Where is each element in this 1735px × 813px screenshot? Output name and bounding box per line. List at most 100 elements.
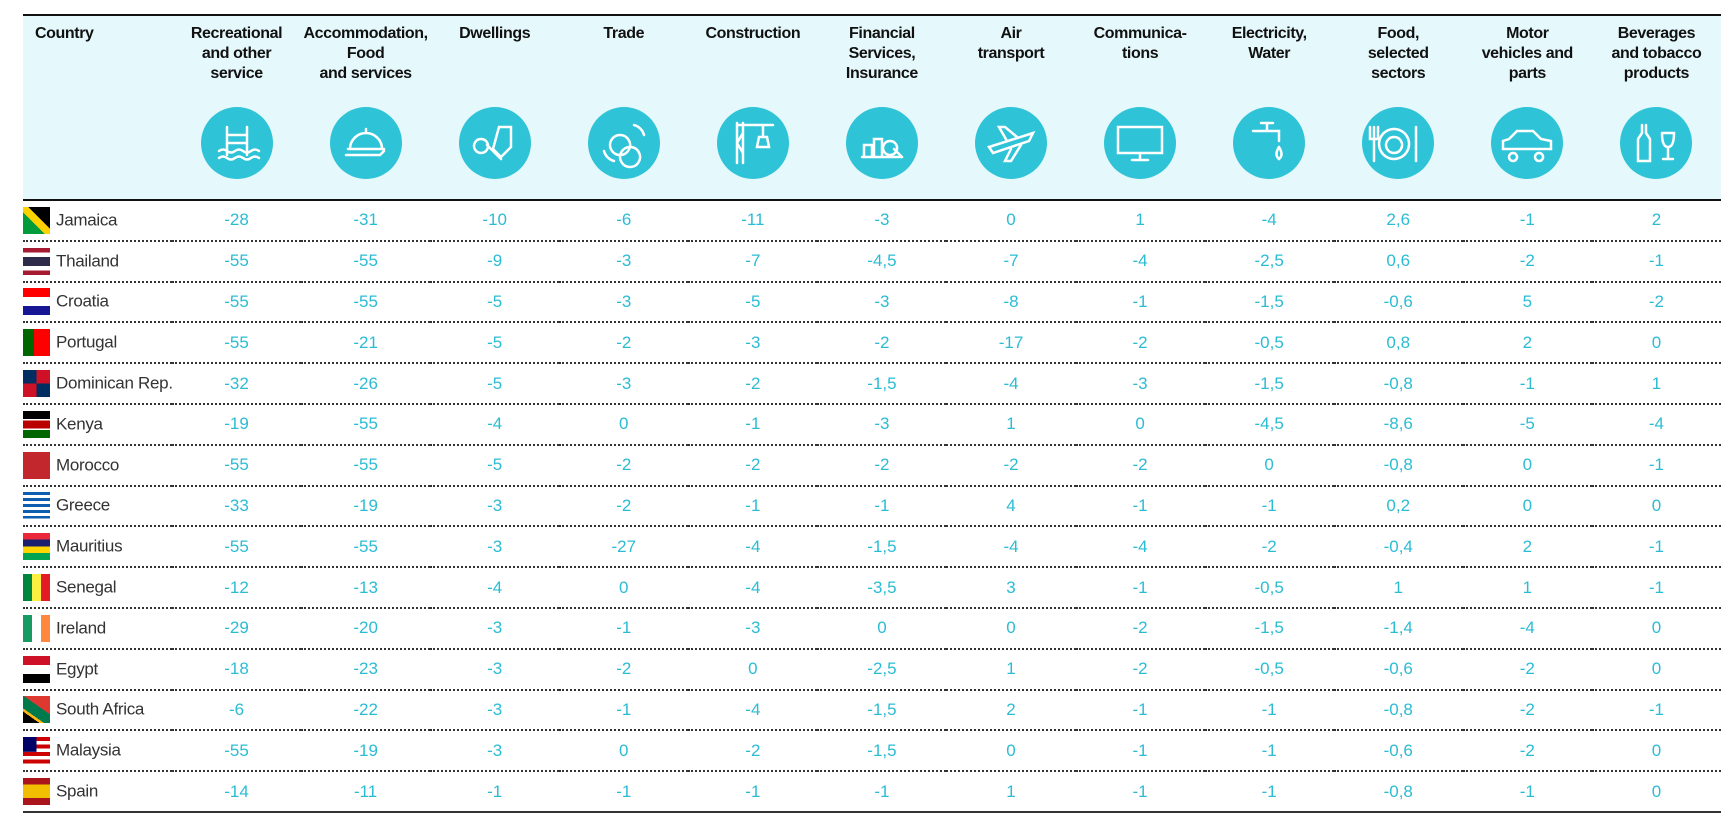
value-cell: 0 [1651,781,1662,801]
header-text: Trade [603,25,645,42]
header-text: Country [35,25,94,42]
value-cell: -4 [1132,536,1148,556]
value-cell: -55 [224,291,249,311]
value-cell: 0 [619,740,629,760]
value-cell: 2 [1522,536,1533,556]
country-row: Dominican Rep. -32 -26 -5 -3 -2 -1,5 -4 -3 -1,5 -0… [23,363,1721,404]
value-cell: -17 [998,332,1024,352]
country-name: South Africa [56,699,145,719]
header-text: Insurance [845,65,918,82]
value-cell: -8 [1003,291,1019,311]
header-text: and tobacco [1611,45,1702,62]
value-cell: -1,4 [1383,618,1413,638]
sector-icon [845,107,918,179]
country-row: Croatia -55 -55 -5 -3 -5 -3 -8 -1 -1,5 -0,6 5 -2 [23,282,1721,323]
value-cell: 0 [1006,740,1016,760]
value-cell: 0 [877,618,887,638]
value-cell: -55 [353,536,378,556]
value-cell: -2 [1519,699,1535,719]
value-cell: -5 [487,373,503,393]
value-cell: -5 [745,291,761,311]
country-name: Jamaica [56,210,118,230]
country-name: Croatia [56,291,109,311]
value-cell: -1,5 [867,740,897,760]
country-cell: Greece [23,486,172,527]
value-cell: 0 [1651,659,1662,679]
value-cell: -1 [1519,210,1535,230]
value-cell: -3 [487,536,503,556]
value-cell: 1 [1006,781,1016,801]
value-cell: -1 [487,781,503,801]
value-cell: -14 [224,781,249,801]
header-text: service [210,65,263,82]
header-row: Country Recreational and other service Accom… [23,15,1721,200]
value-cell: -3 [487,618,503,638]
value-cell: 2,6 [1386,210,1411,230]
header-text: vehicles and [1481,45,1574,62]
value-cell: 1 [1006,659,1016,679]
value-cell: -2 [1519,659,1535,679]
value-cell: -0,8 [1383,699,1413,719]
value-cell: -0,5 [1254,577,1284,597]
value-cell: -2 [616,332,632,352]
table-wrap: Country Recreational and other service Accom… [23,14,1721,813]
flag [23,370,50,398]
value-cell: -11 [741,210,765,230]
value-cell: -1 [745,414,761,434]
header-text: tions [1121,45,1159,62]
value-cell: -32 [224,373,249,393]
value-cell: -1,5 [867,536,897,556]
value-cell: -1 [1648,577,1664,597]
value-cell: 1 [1651,373,1662,393]
header-text: Construction [705,25,801,42]
value-cell: -3 [1132,373,1148,393]
country-name: Kenya [56,414,103,434]
value-cell: -2 [1003,455,1019,475]
value-cell: -0,5 [1254,659,1284,679]
sector-icon [975,107,1047,179]
country-cell: Mauritius [23,526,172,567]
header-text: sectors [1371,65,1426,82]
column-header: Motor vehicles and parts [1463,15,1592,200]
value-cell: -4,5 [1254,414,1284,434]
value-cell: 0 [1651,618,1662,638]
value-cell: -3 [874,210,890,230]
column-header: Electricity, Water [1205,15,1334,200]
sector-icon [1620,107,1693,179]
header-text: Financial [849,25,915,42]
country-row: Jamaica -28 -31 -10 -6 -11 -3 0 1 -4 2,6 -1 2 [23,200,1721,241]
header-text: Services, [848,45,916,62]
value-cell: -1 [1132,291,1148,311]
value-cell: -3 [487,740,503,760]
column-header: Financial Services, Insurance [817,15,946,200]
value-cell: -3 [487,699,503,719]
header-text: Communica- [1093,25,1187,42]
header-text: products [1623,65,1690,82]
value-cell: -2 [1132,332,1148,352]
value-cell: -6 [616,210,632,230]
value-cell: -2 [745,455,761,475]
sector-icon [458,107,531,179]
value-cell: -29 [224,618,249,638]
header-text: transport [977,45,1045,62]
value-cell: -1 [874,495,890,515]
value-cell: -55 [224,455,249,475]
header-text: parts [1508,65,1547,82]
value-cell: -2,5 [1254,251,1284,271]
value-cell: -2 [745,740,761,760]
value-cell: -1 [1261,781,1277,801]
value-cell: 0 [1522,495,1533,515]
value-cell: -3 [616,373,632,393]
value-cell: 0,2 [1386,495,1411,515]
value-cell: -0,8 [1383,455,1413,475]
value-cell: -3,5 [867,577,897,597]
value-cell: -1,5 [867,373,897,393]
value-cell: -1 [1519,373,1535,393]
value-cell: -4 [745,699,761,719]
country-name: Malaysia [56,740,121,760]
value-cell: 0 [1522,455,1533,475]
value-cell: -0,6 [1383,659,1413,679]
flag [23,655,50,683]
value-cell: -1 [1648,699,1664,719]
